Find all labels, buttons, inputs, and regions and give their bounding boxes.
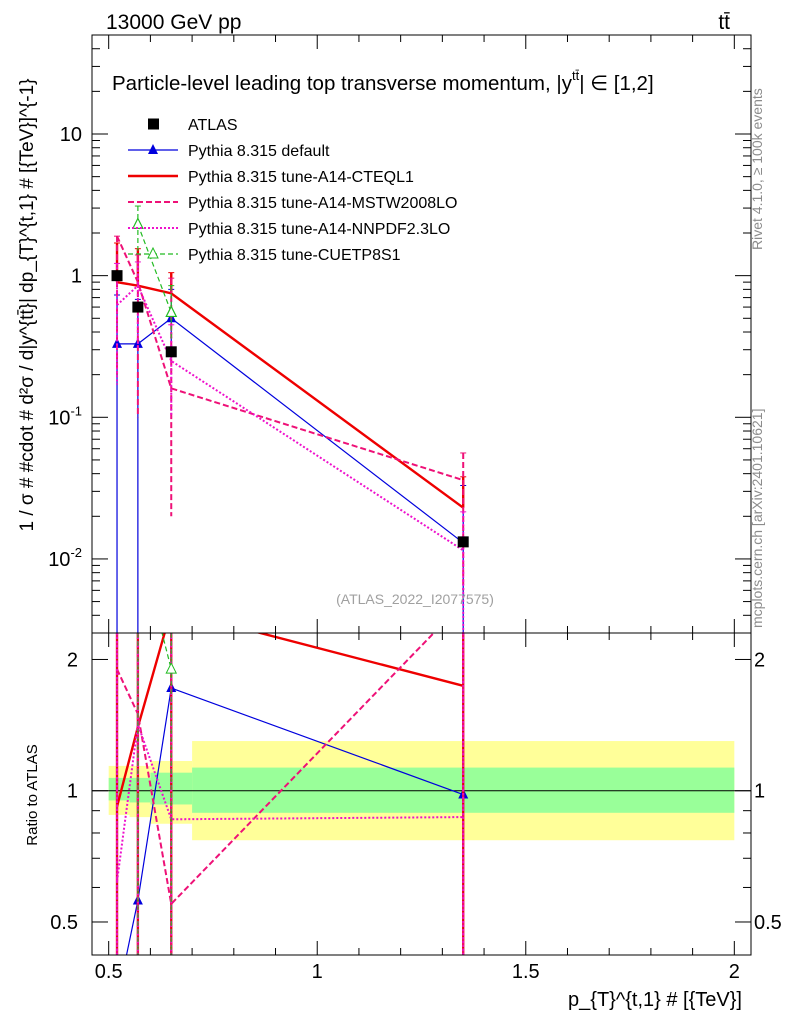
ratio-y-tick-label-left: 0.5 [50,912,78,934]
series-line-default [117,317,464,544]
ratio-lines [112,633,469,1005]
legend-label-cuetp8s1: Pythia 8.315 tune-CUETP8S1 [188,247,401,264]
ratio-y-tick-label-right: 2 [754,649,765,671]
point-cuetp8s1 [165,305,178,318]
ratio-line-cuetp8s1 [161,633,172,670]
x-tick-label: 1 [312,961,323,983]
legend-entry-data: ATLAS [148,117,238,134]
ratio-line-nnpdf [116,723,464,882]
watermark: (ATLAS_2022_I2077575) [336,591,494,607]
x-tick-label: 1.5 [512,961,540,983]
x-tick-labels: 0.5 1 1.5 2 [95,961,740,983]
point-atlas [111,270,123,282]
ratio-ticks: 0.5 0.5 1 1 2 2 [50,633,782,955]
legend-label-data: ATLAS [188,117,238,134]
energy-label: 13000 GeV pp [106,11,241,34]
ratio-frame [91,632,752,956]
main-ticks: 10-2 10-1 1 10 [48,34,751,634]
series-mstw [114,235,467,591]
x-tick-label: 0.5 [95,961,123,983]
legend-entry-nnpdf: Pythia 8.315 tune-A14-NNPDF2.3LO [128,221,450,238]
ratio-y-label: Ratio to ATLAS [24,744,41,845]
point-cuetp8s1 [131,217,144,230]
ratio-series [112,633,469,1005]
legend-entry-default: Pythia 8.315 default [128,143,330,160]
main-title: Particle-level leading top transverse mo… [112,68,654,95]
legend-entry-mstw: Pythia 8.315 tune-A14-MSTW2008LO [128,195,457,212]
ratio-line-cteql1 [115,633,464,807]
series-line-cteql1 [116,280,464,509]
ratio-bands [92,741,751,841]
ratio-line-default [125,687,464,955]
legend-entry-cuetp8s1: Pythia 8.315 tune-CUETP8S1 [128,246,401,264]
main-y-label: 1 / σ # #cdot # d²σ / d|y^{tt̄}| dp_{T}^… [17,78,38,531]
ratio-panel: 0.5 0.5 1 1 2 2 Ratio to ATLAS [24,632,782,1005]
series-line-nnpdf [116,283,464,552]
legend-label-mstw: Pythia 8.315 tune-A14-MSTW2008LO [188,195,457,212]
series-nnpdf [114,261,467,633]
legend-marker-cuetp8s1 [147,246,159,259]
ratio-y-tick-label-right: 1 [754,781,765,803]
legend-marker-atlas [148,118,159,130]
y-tick-label: 10-2 [48,545,82,571]
ratio-point-default [112,995,122,1005]
main-series [111,205,469,633]
ratio-y-tick-label-left: 2 [67,649,78,671]
y-tick-label: 10 [60,124,82,146]
ratio-y-tick-label-right: 0.5 [754,912,782,934]
x-tick-label: 2 [729,961,740,983]
main-panel: 10-2 10-1 1 10 Particle-level leading top t… [17,34,752,634]
point-default [112,337,123,348]
legend-marker-default [148,144,158,154]
point-atlas [132,301,144,313]
process-label: tt̄ [718,11,730,34]
mcplots-label: mcplots.cern.ch [arXiv:2401.10621] [749,409,765,628]
legend-label-default: Pythia 8.315 default [188,143,330,160]
ratio-y-tick-label-left: 1 [67,781,78,803]
series-default [112,288,469,633]
band-stat [129,777,151,803]
legend: ATLAS Pythia 8.315 default Pythia 8.315 tu… [128,117,457,264]
series-cuetp8s1 [131,205,178,341]
y-tick-label: 1 [71,266,82,288]
x-axis-label: p_{T}^{t,1} # [{TeV}] [568,989,742,1011]
point-atlas [457,536,469,548]
legend-entry-cteql1: Pythia 8.315 tune-A14-CTEQL1 [128,169,414,186]
band-stat [108,777,130,801]
legend-label-cteql1: Pythia 8.315 tune-A14-CTEQL1 [188,169,414,186]
rivet-label: Rivet 4.1.0, ≥ 100k events [749,88,765,250]
ratio-point-cuetp8s1 [165,662,178,674]
ratio-line-mstw [116,633,436,907]
point-atlas [165,346,177,358]
legend-label-nnpdf: Pythia 8.315 tune-A14-NNPDF2.3LO [188,221,450,238]
y-tick-label: 10-1 [48,403,82,429]
